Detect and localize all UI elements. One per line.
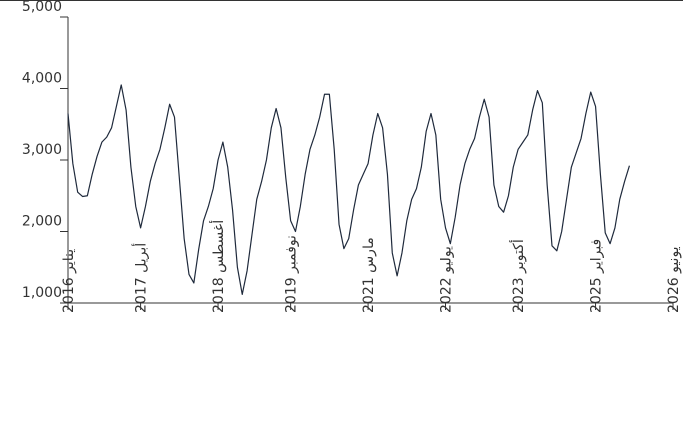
x-tick-label: يوليو 2022 xyxy=(439,246,455,313)
x-axis-ticks: يناير 2016 أبريل 2017 أغسطس 2018 نوفمبر 201… xyxy=(61,220,682,313)
series-line xyxy=(67,84,631,296)
x-tick-label: أكتوبر 2023 xyxy=(509,239,527,313)
y-tick-label: 2,000 xyxy=(22,214,62,230)
y-tick-label: 3,000 xyxy=(22,142,62,158)
x-tick-label: يونيو 2026 xyxy=(666,246,682,313)
x-tick-label: فبراير 2025 xyxy=(589,239,605,313)
x-tick-label: مارس 2021 xyxy=(361,237,377,313)
y-tick-label: 4,000 xyxy=(22,71,62,87)
y-tick-label: 1,000 xyxy=(22,285,62,301)
x-tick-label: أغسطس 2018 xyxy=(209,220,227,313)
x-tick-label: أبريل 2017 xyxy=(132,243,150,313)
x-tick-label: يناير 2016 xyxy=(61,249,77,313)
x-tick-label: نوفمبر 2019 xyxy=(284,235,300,313)
y-tick-label: 5,000 xyxy=(22,0,62,15)
y-axis-ticks: 1,000 2,000 3,000 4,000 5,000 xyxy=(22,0,68,304)
